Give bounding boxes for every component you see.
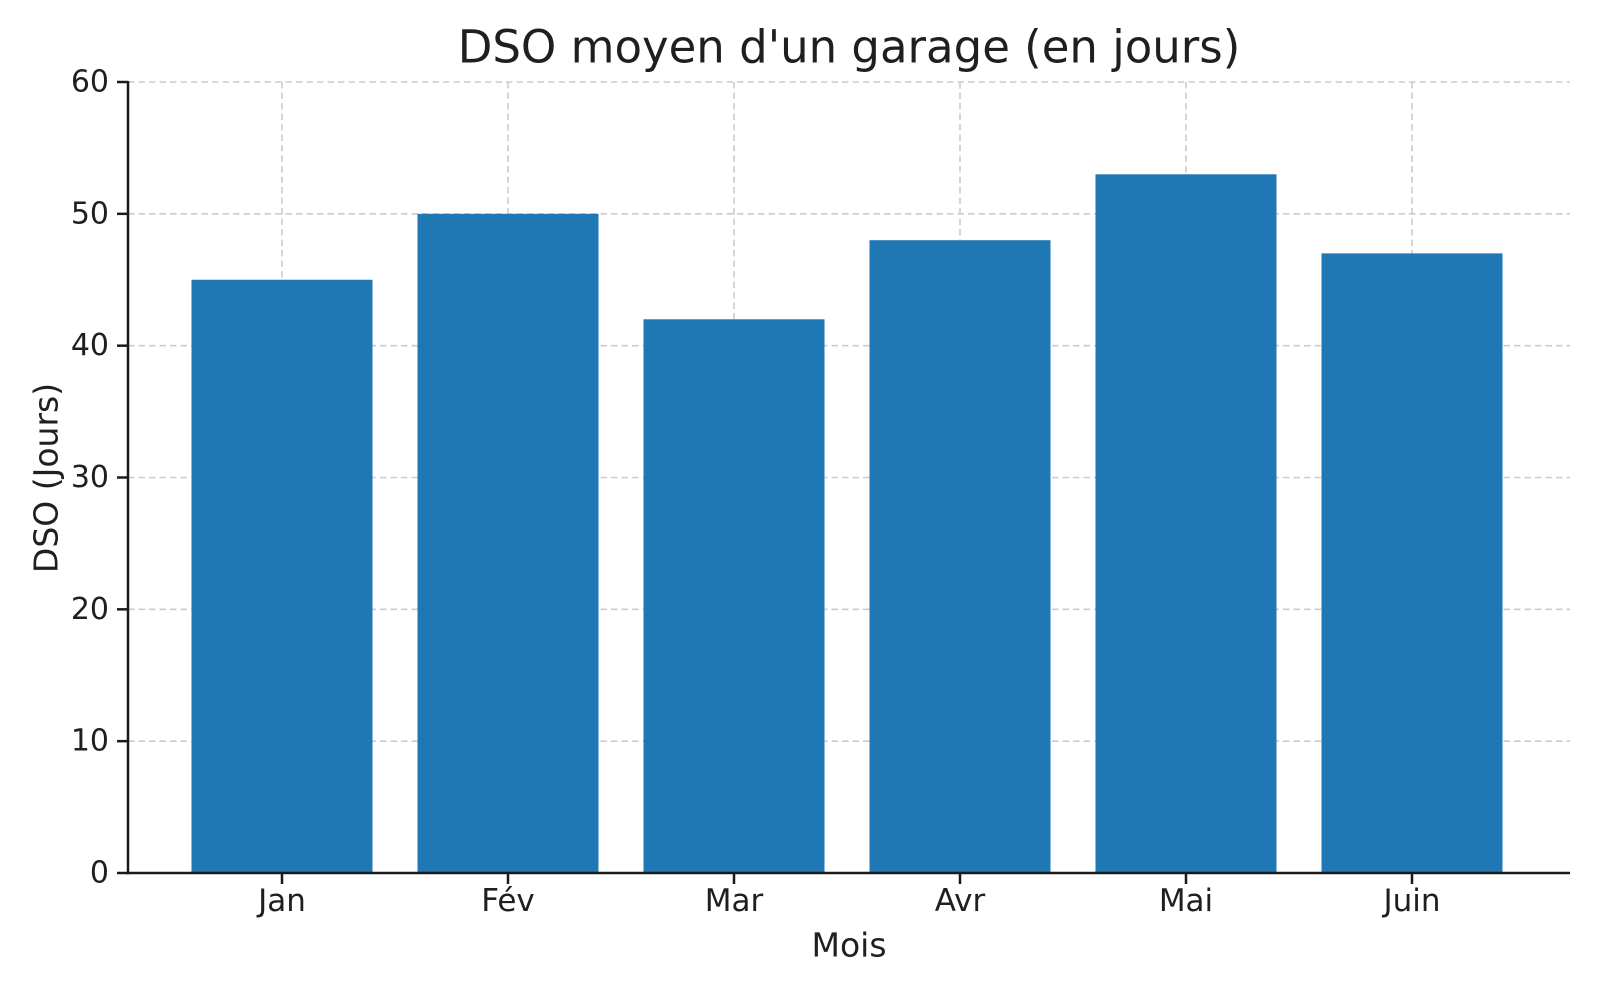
tick-label-layer: 0 10 20 30 40 50 60 Jan Fév Mar Avr Mai Juin	[71, 65, 1441, 920]
y-tick-label: 50	[71, 196, 109, 231]
bar-Mai	[1095, 174, 1277, 874]
x-tick-label: Mar	[705, 883, 764, 919]
x-axis-label: Mois	[811, 926, 886, 965]
x-tick-label: Avr	[935, 883, 986, 919]
y-tick-label: 30	[71, 460, 109, 495]
y-tick-label: 20	[71, 592, 109, 627]
y-tick-label: 0	[90, 856, 109, 891]
bar-Jan	[191, 279, 373, 873]
x-tick-label: Mai	[1159, 883, 1213, 919]
bar-Fév	[417, 213, 599, 874]
bar-layer	[191, 174, 1503, 874]
bar-Avr	[869, 240, 1051, 873]
y-tick-label: 10	[71, 724, 109, 759]
bar-Juin	[1321, 253, 1503, 874]
bar-Mar	[643, 319, 825, 873]
x-tick-label: Jan	[256, 883, 306, 919]
y-axis-label: DSO (Jours)	[27, 383, 66, 573]
x-tick-label: Juin	[1381, 883, 1440, 919]
axis-layer	[117, 80, 1570, 884]
x-tick-label: Fév	[481, 883, 535, 919]
y-tick-label: 60	[71, 65, 109, 100]
y-tick-label: 40	[71, 328, 109, 363]
chart-title: DSO moyen d'un garage (en jours)	[458, 21, 1241, 74]
